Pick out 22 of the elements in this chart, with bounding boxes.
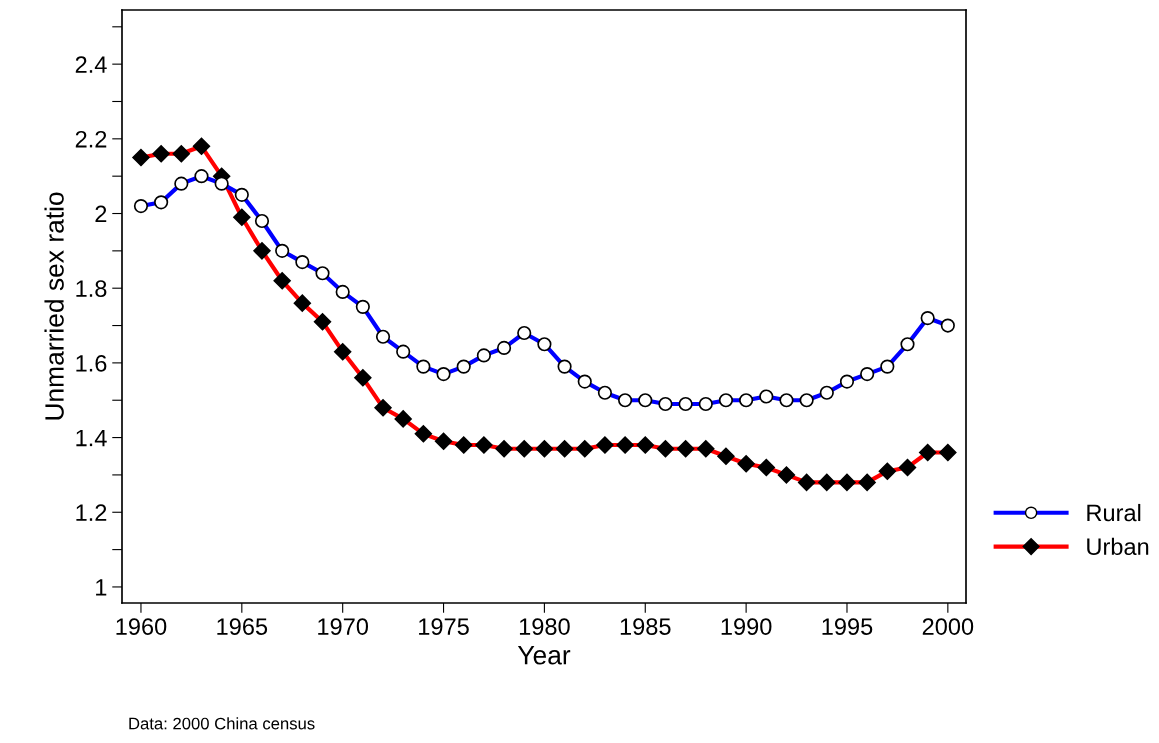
x-tick-label: 2000: [922, 618, 974, 635]
y-tick-label: 1.6: [76, 354, 107, 372]
x-tick-label: 1960: [116, 618, 167, 635]
y-tick-label: 2.2: [75, 130, 107, 148]
x-tick-label: 1980: [519, 618, 570, 635]
y-tick-label: 2: [95, 205, 107, 223]
y-tick-label: 2.4: [75, 56, 107, 73]
legend-label: Rural: [1087, 503, 1141, 522]
x-tick-label: 1970: [318, 618, 369, 635]
x-tick-label: 1990: [721, 618, 772, 635]
y-tick-label: 1.4: [76, 429, 107, 447]
x-tick-label: 1975: [419, 618, 469, 635]
y-tick-label: 1: [96, 579, 107, 596]
y-tick-label: 1.8: [76, 280, 107, 297]
x-tick-label: 1995: [822, 618, 873, 635]
y-axis-title: Unmarried sex ratio: [44, 192, 64, 420]
x-tick-label: 1985: [620, 618, 671, 635]
legend-label: Urban: [1087, 537, 1149, 556]
text: Data: 2000 China census: [129, 717, 315, 730]
x-axis-title: Year: [517, 646, 571, 665]
y-tick-label: 1.2: [76, 504, 107, 521]
x-tick-label: 1965: [217, 618, 268, 635]
